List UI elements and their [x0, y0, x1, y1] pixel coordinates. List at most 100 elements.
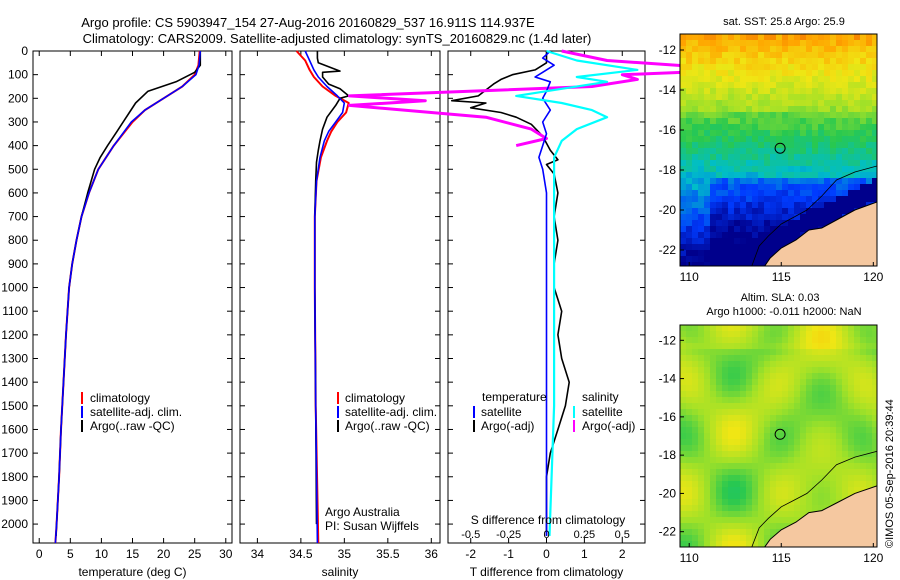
map-cell — [854, 487, 861, 494]
map-cell — [848, 136, 855, 143]
map-cell — [746, 499, 753, 506]
map-cell — [734, 487, 741, 494]
map-cell — [776, 76, 783, 83]
map-cell — [854, 196, 861, 203]
map-cell — [722, 481, 729, 488]
map-cell — [752, 343, 759, 350]
map-cell — [842, 343, 849, 350]
map-cell — [782, 40, 789, 47]
map-cell — [776, 409, 783, 416]
map-cell — [860, 325, 867, 332]
map-cell — [698, 493, 705, 500]
map-cell — [800, 427, 807, 434]
map-cell — [710, 499, 717, 506]
map-cell — [752, 331, 759, 338]
map-cell — [728, 136, 735, 143]
map-cell — [812, 82, 819, 89]
map-cell — [704, 337, 711, 344]
map-cell — [716, 487, 723, 494]
map-cell — [704, 463, 711, 470]
map-cell — [692, 202, 699, 209]
map-cell — [752, 499, 759, 506]
map-cell — [764, 184, 771, 191]
map-cell — [686, 379, 693, 386]
map-y-tick-label: -12 — [659, 333, 677, 347]
map-cell — [728, 493, 735, 500]
map-cell — [698, 403, 705, 410]
map-cell — [680, 481, 687, 488]
map-cell — [872, 100, 877, 107]
map-cell — [752, 142, 759, 149]
map-cell — [860, 52, 867, 59]
map-cell — [866, 190, 873, 197]
map-cell — [740, 421, 747, 428]
map-cell — [704, 385, 711, 392]
map-cell — [806, 82, 813, 89]
map-cell — [818, 124, 825, 131]
annotation-pi: PI: Susan Wijffels — [325, 519, 419, 533]
map-cell — [794, 76, 801, 83]
map-cell — [764, 220, 771, 227]
map-cell — [836, 190, 843, 197]
map-cell — [824, 52, 831, 59]
map-cell — [680, 379, 687, 386]
map-cell — [764, 76, 771, 83]
map-cell — [872, 106, 877, 113]
map-cell — [746, 166, 753, 173]
map-cell — [788, 76, 795, 83]
map-cell — [770, 250, 777, 257]
map-cell — [692, 130, 699, 137]
map-cell — [782, 202, 789, 209]
map-cell — [710, 100, 717, 107]
map-cell — [872, 82, 877, 89]
map-cell — [716, 427, 723, 434]
map-cell — [782, 469, 789, 476]
map-cell — [806, 385, 813, 392]
map-cell — [716, 172, 723, 179]
map-cell — [836, 343, 843, 350]
map-cell — [812, 445, 819, 452]
map-cell — [812, 52, 819, 59]
map-cell — [686, 391, 693, 398]
map-cell — [734, 505, 741, 512]
map-cell — [686, 415, 693, 422]
map-cell — [710, 154, 717, 161]
map-cell — [692, 481, 699, 488]
map-cell — [698, 529, 705, 536]
map-cell — [770, 214, 777, 221]
map-cell — [716, 373, 723, 380]
map-cell — [728, 232, 735, 239]
map-cell — [794, 439, 801, 446]
map-cell — [830, 379, 837, 386]
map-cell — [758, 238, 765, 245]
map-cell — [800, 409, 807, 416]
map-cell — [836, 433, 843, 440]
map-cell — [764, 172, 771, 179]
map-cell — [746, 208, 753, 215]
map-cell — [758, 511, 765, 518]
map-cell — [746, 250, 753, 257]
map-cell — [860, 439, 867, 446]
map-cell — [692, 391, 699, 398]
map-cell — [746, 421, 753, 428]
map-cell — [710, 178, 717, 185]
map-cell — [860, 337, 867, 344]
map-cell — [704, 535, 711, 542]
legend-label: satellite-adj. clim. — [90, 405, 182, 419]
map-cell — [806, 475, 813, 482]
map-cell — [728, 391, 735, 398]
map-cell — [686, 190, 693, 197]
map-cell — [866, 196, 873, 203]
map-cell — [740, 70, 747, 77]
map-cell — [686, 220, 693, 227]
map-cell — [806, 493, 813, 500]
map-cell — [734, 451, 741, 458]
map-cell — [872, 112, 877, 119]
map-cell — [764, 100, 771, 107]
map-cell — [794, 331, 801, 338]
map-cell — [788, 415, 795, 422]
map-cell — [740, 475, 747, 482]
map-cell — [698, 70, 705, 77]
map-cell — [752, 220, 759, 227]
map-cell — [854, 166, 861, 173]
